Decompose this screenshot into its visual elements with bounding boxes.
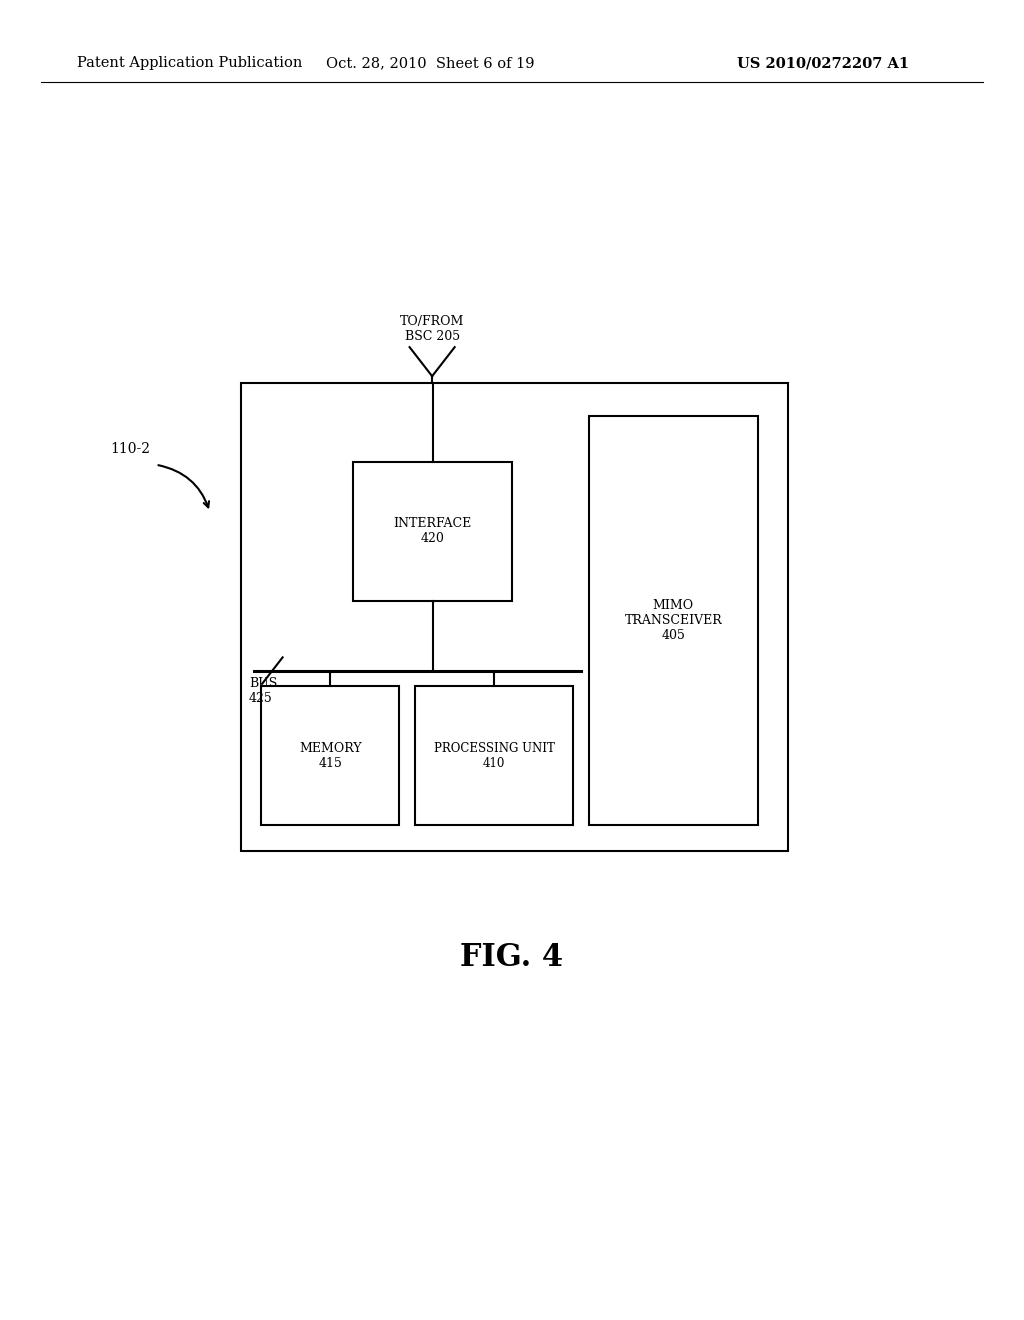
- Bar: [589, 416, 758, 825]
- Bar: [261, 686, 399, 825]
- Bar: [353, 462, 512, 601]
- Text: PROCESSING UNIT
410: PROCESSING UNIT 410: [433, 742, 555, 770]
- Text: Oct. 28, 2010  Sheet 6 of 19: Oct. 28, 2010 Sheet 6 of 19: [326, 57, 535, 70]
- Bar: [415, 686, 573, 825]
- Text: BUS
425: BUS 425: [249, 677, 278, 705]
- Text: 110-2: 110-2: [111, 442, 151, 455]
- Text: TO/FROM
BSC 205: TO/FROM BSC 205: [400, 315, 464, 343]
- Text: Patent Application Publication: Patent Application Publication: [77, 57, 302, 70]
- Bar: [241, 383, 788, 851]
- Text: MEMORY
415: MEMORY 415: [299, 742, 361, 770]
- Text: MIMO
TRANSCEIVER
405: MIMO TRANSCEIVER 405: [625, 599, 722, 642]
- Text: FIG. 4: FIG. 4: [461, 941, 563, 973]
- Text: US 2010/0272207 A1: US 2010/0272207 A1: [737, 57, 909, 70]
- Text: INTERFACE
420: INTERFACE 420: [393, 517, 472, 545]
